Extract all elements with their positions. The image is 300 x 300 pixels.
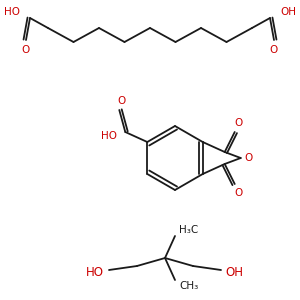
Text: CH₃: CH₃ (179, 281, 199, 291)
Text: HO: HO (86, 266, 104, 278)
Text: O: O (22, 45, 30, 55)
Text: H₃C: H₃C (179, 225, 199, 235)
Text: OH: OH (280, 7, 296, 17)
Text: O: O (270, 45, 278, 55)
Text: O: O (235, 118, 243, 128)
Text: OH: OH (225, 266, 243, 278)
Text: O: O (235, 188, 243, 198)
Text: HO: HO (101, 131, 117, 141)
Text: O: O (244, 153, 253, 163)
Text: HO: HO (4, 7, 20, 17)
Text: O: O (117, 96, 125, 106)
